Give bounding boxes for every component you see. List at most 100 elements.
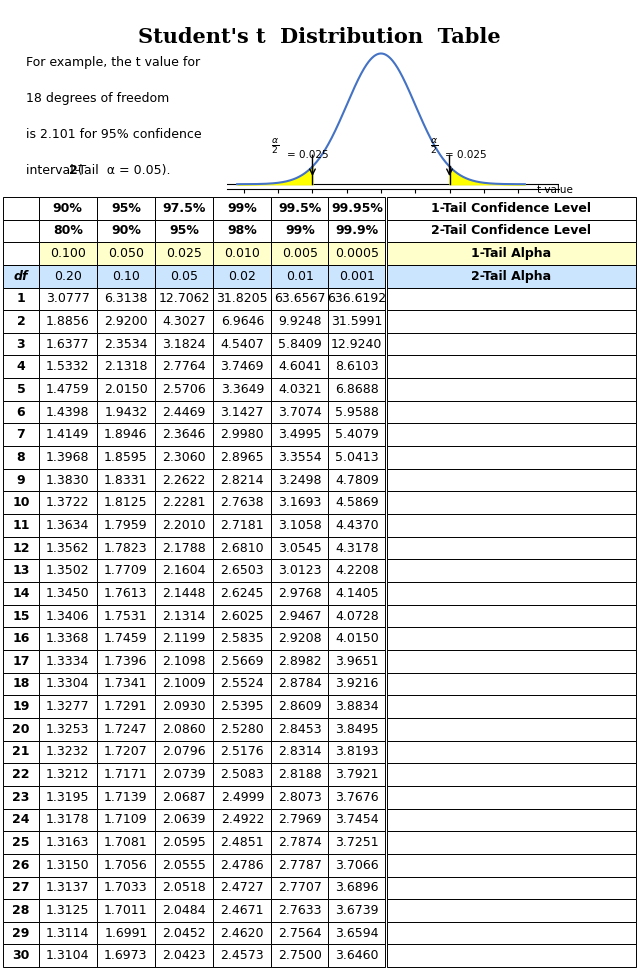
Bar bbox=[97, 945, 155, 967]
Bar bbox=[213, 446, 272, 469]
Bar bbox=[155, 514, 213, 537]
Bar bbox=[213, 605, 272, 627]
Bar bbox=[38, 288, 97, 310]
Bar bbox=[387, 605, 636, 627]
Text: 2: 2 bbox=[17, 315, 26, 328]
Bar bbox=[272, 537, 328, 559]
Text: 2.5669: 2.5669 bbox=[220, 655, 264, 668]
Bar bbox=[155, 332, 213, 356]
Bar bbox=[155, 469, 213, 492]
Bar bbox=[387, 424, 636, 446]
Text: 2.1009: 2.1009 bbox=[162, 677, 206, 690]
Bar bbox=[272, 514, 328, 537]
Bar bbox=[3, 877, 38, 899]
Text: 1.3968: 1.3968 bbox=[46, 451, 89, 464]
Bar bbox=[213, 469, 272, 492]
Text: 99.5%: 99.5% bbox=[278, 202, 321, 215]
Bar bbox=[213, 400, 272, 424]
Text: 1.7011: 1.7011 bbox=[104, 904, 148, 917]
Text: 13: 13 bbox=[12, 564, 29, 577]
Text: 3.8834: 3.8834 bbox=[335, 700, 379, 713]
Text: 1.4759: 1.4759 bbox=[46, 383, 89, 396]
Text: 5.0413: 5.0413 bbox=[335, 451, 379, 464]
Text: 1.3137: 1.3137 bbox=[46, 882, 89, 894]
Bar bbox=[272, 853, 328, 877]
Bar bbox=[38, 763, 97, 786]
Bar bbox=[3, 809, 38, 831]
Bar bbox=[38, 400, 97, 424]
Text: 2.5524: 2.5524 bbox=[220, 677, 264, 690]
Text: 1.7081: 1.7081 bbox=[104, 836, 148, 850]
Text: 2.9467: 2.9467 bbox=[278, 609, 321, 622]
Bar bbox=[272, 786, 328, 809]
Bar bbox=[155, 809, 213, 831]
Bar bbox=[328, 899, 385, 921]
Bar bbox=[38, 877, 97, 899]
Text: 3.6594: 3.6594 bbox=[335, 926, 378, 940]
Text: 3.9651: 3.9651 bbox=[335, 655, 378, 668]
Bar bbox=[155, 356, 213, 378]
Bar bbox=[328, 378, 385, 400]
Bar bbox=[387, 582, 636, 605]
Text: 2.7181: 2.7181 bbox=[220, 519, 264, 532]
Bar bbox=[272, 695, 328, 718]
Text: 4.0321: 4.0321 bbox=[278, 383, 321, 396]
Text: 1-Tail Confidence Level: 1-Tail Confidence Level bbox=[431, 202, 591, 215]
Bar bbox=[3, 265, 38, 288]
Text: 0.010: 0.010 bbox=[224, 247, 260, 260]
Bar bbox=[155, 853, 213, 877]
Bar bbox=[387, 899, 636, 921]
Text: 18 degrees of freedom: 18 degrees of freedom bbox=[26, 92, 169, 105]
Text: 1.7341: 1.7341 bbox=[104, 677, 148, 690]
Bar bbox=[3, 220, 38, 242]
Bar bbox=[213, 627, 272, 650]
Text: 2.1199: 2.1199 bbox=[162, 632, 206, 645]
Bar bbox=[272, 763, 328, 786]
Bar bbox=[387, 537, 636, 559]
Text: 11: 11 bbox=[12, 519, 29, 532]
Text: 2.7707: 2.7707 bbox=[278, 882, 322, 894]
Text: 2.3646: 2.3646 bbox=[162, 429, 206, 441]
Bar bbox=[387, 741, 636, 763]
Text: 4.0728: 4.0728 bbox=[335, 609, 379, 622]
Bar bbox=[328, 945, 385, 967]
Text: 3.7074: 3.7074 bbox=[278, 405, 322, 419]
Text: 5: 5 bbox=[17, 383, 26, 396]
Text: 2.4999: 2.4999 bbox=[220, 791, 264, 804]
Text: 1.7459: 1.7459 bbox=[104, 632, 148, 645]
Bar bbox=[387, 718, 636, 741]
Bar bbox=[272, 673, 328, 695]
Bar bbox=[213, 537, 272, 559]
Bar bbox=[387, 945, 636, 967]
Text: 1.3125: 1.3125 bbox=[46, 904, 89, 917]
Text: 2.0930: 2.0930 bbox=[162, 700, 206, 713]
Text: 0.0005: 0.0005 bbox=[335, 247, 379, 260]
Text: 2.7787: 2.7787 bbox=[278, 858, 322, 872]
Bar bbox=[328, 242, 385, 265]
Text: $\frac{\alpha}{2}$: $\frac{\alpha}{2}$ bbox=[430, 137, 438, 156]
Text: 2.0595: 2.0595 bbox=[162, 836, 206, 850]
Bar bbox=[328, 627, 385, 650]
Text: 2.4469: 2.4469 bbox=[162, 405, 206, 419]
Bar bbox=[38, 809, 97, 831]
Text: 27: 27 bbox=[12, 882, 29, 894]
Bar bbox=[213, 650, 272, 673]
Text: 4.3027: 4.3027 bbox=[162, 315, 206, 328]
Text: 12.7062: 12.7062 bbox=[158, 293, 210, 305]
Bar bbox=[213, 741, 272, 763]
Bar bbox=[328, 673, 385, 695]
Text: 12.9240: 12.9240 bbox=[331, 337, 383, 351]
Bar bbox=[328, 356, 385, 378]
Text: 4.5869: 4.5869 bbox=[335, 497, 379, 509]
Text: 1.8331: 1.8331 bbox=[104, 473, 148, 487]
Bar bbox=[387, 197, 636, 220]
Bar bbox=[387, 242, 636, 265]
Text: 2.9208: 2.9208 bbox=[278, 632, 321, 645]
Bar bbox=[38, 492, 97, 514]
Text: 1.3368: 1.3368 bbox=[46, 632, 89, 645]
Text: 1.7531: 1.7531 bbox=[104, 609, 148, 622]
Bar bbox=[213, 378, 272, 400]
Bar bbox=[213, 424, 272, 446]
Bar bbox=[38, 718, 97, 741]
Text: 19: 19 bbox=[12, 700, 29, 713]
